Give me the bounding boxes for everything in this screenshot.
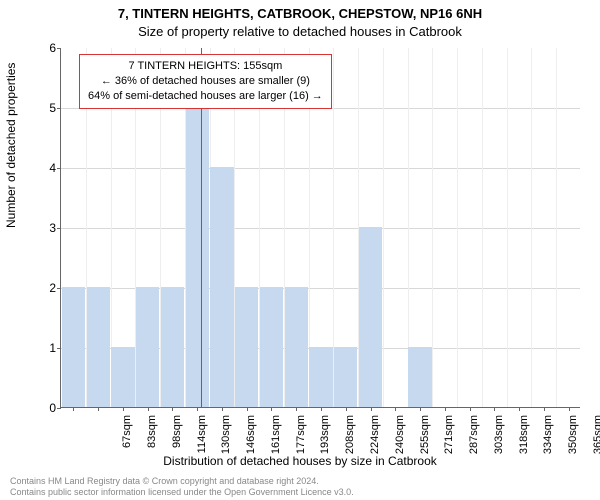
ytick-label: 4 [16, 161, 56, 175]
histogram-bar [62, 287, 85, 407]
histogram-bar [186, 107, 209, 407]
histogram-bar [285, 287, 308, 407]
xtick-mark [247, 407, 248, 411]
xtick-label: 193sqm [319, 415, 331, 459]
xtick-mark [98, 407, 99, 411]
xtick-mark [148, 407, 149, 411]
histogram-bar [334, 347, 357, 407]
xtick-mark [519, 407, 520, 411]
ytick-mark [57, 48, 61, 49]
xtick-label: 240sqm [394, 415, 406, 459]
histogram-bar [359, 227, 382, 407]
gridline-v [383, 48, 384, 407]
xtick-mark [123, 407, 124, 411]
xtick-label: 130sqm [220, 415, 232, 459]
gridline-v [556, 48, 557, 407]
xtick-mark [197, 407, 198, 411]
xtick-label: 208sqm [344, 415, 356, 459]
histogram-bar [309, 347, 332, 407]
xtick-label: 334sqm [542, 415, 554, 459]
ytick-mark [57, 288, 61, 289]
histogram-bar [408, 347, 431, 407]
xtick-label: 83sqm [146, 415, 158, 459]
xtick-label: 177sqm [295, 415, 307, 459]
xtick-label: 255sqm [419, 415, 431, 459]
xtick-label: 98sqm [171, 415, 183, 459]
ytick-label: 6 [16, 41, 56, 55]
marker-info-box: 7 TINTERN HEIGHTS: 155sqm ← 36% of detac… [79, 54, 332, 109]
xtick-mark [494, 407, 495, 411]
xtick-label: 114sqm [196, 415, 208, 459]
xtick-mark [395, 407, 396, 411]
histogram-bar [136, 287, 159, 407]
attribution-footer: Contains HM Land Registry data © Crown c… [10, 476, 354, 498]
xtick-mark [445, 407, 446, 411]
info-box-line3: 64% of semi-detached houses are larger (… [88, 89, 323, 104]
xtick-mark [470, 407, 471, 411]
xtick-mark [222, 407, 223, 411]
histogram-bar [87, 287, 110, 407]
xtick-mark [73, 407, 74, 411]
xtick-label: 271sqm [443, 415, 455, 459]
gridline-v [457, 48, 458, 407]
histogram-bar [111, 347, 134, 407]
ytick-mark [57, 168, 61, 169]
xtick-mark [172, 407, 173, 411]
y-axis-label: Number of detached properties [4, 63, 18, 228]
xtick-label: 350sqm [567, 415, 579, 459]
ytick-mark [57, 228, 61, 229]
xtick-label: 224sqm [369, 415, 381, 459]
xtick-label: 161sqm [270, 415, 282, 459]
xtick-label: 365sqm [592, 415, 600, 459]
gridline-h [61, 168, 580, 169]
xtick-label: 146sqm [245, 415, 257, 459]
ytick-label: 0 [16, 401, 56, 415]
gridline-v [507, 48, 508, 407]
info-box-line1: 7 TINTERN HEIGHTS: 155sqm [88, 59, 323, 74]
chart-title-address: 7, TINTERN HEIGHTS, CATBROOK, CHEPSTOW, … [0, 6, 600, 21]
xtick-mark [544, 407, 545, 411]
ytick-mark [57, 108, 61, 109]
gridline-v [482, 48, 483, 407]
xtick-mark [271, 407, 272, 411]
ytick-label: 3 [16, 221, 56, 235]
xtick-mark [296, 407, 297, 411]
histogram-bar [235, 287, 258, 407]
xtick-label: 287sqm [468, 415, 480, 459]
chart-subtitle: Size of property relative to detached ho… [0, 24, 600, 39]
ytick-label: 5 [16, 101, 56, 115]
gridline-h [61, 228, 580, 229]
ytick-label: 2 [16, 281, 56, 295]
ytick-mark [57, 408, 61, 409]
xtick-label: 303sqm [493, 415, 505, 459]
gridline-v [432, 48, 433, 407]
xtick-mark [371, 407, 372, 411]
ytick-mark [57, 348, 61, 349]
footer-line2: Contains public sector information licen… [10, 487, 354, 498]
info-box-line2: ← 36% of detached houses are smaller (9) [88, 74, 323, 89]
histogram-bar [161, 287, 184, 407]
plot-area: 7 TINTERN HEIGHTS: 155sqm ← 36% of detac… [60, 48, 580, 408]
footer-line1: Contains HM Land Registry data © Crown c… [10, 476, 354, 487]
xtick-mark [346, 407, 347, 411]
xtick-mark [420, 407, 421, 411]
xtick-label: 67sqm [121, 415, 133, 459]
gridline-v [531, 48, 532, 407]
histogram-bar [260, 287, 283, 407]
xtick-label: 318sqm [518, 415, 530, 459]
ytick-label: 1 [16, 341, 56, 355]
histogram-bar [210, 167, 233, 407]
chart-container: 7, TINTERN HEIGHTS, CATBROOK, CHEPSTOW, … [0, 0, 600, 500]
xtick-mark [569, 407, 570, 411]
xtick-mark [321, 407, 322, 411]
